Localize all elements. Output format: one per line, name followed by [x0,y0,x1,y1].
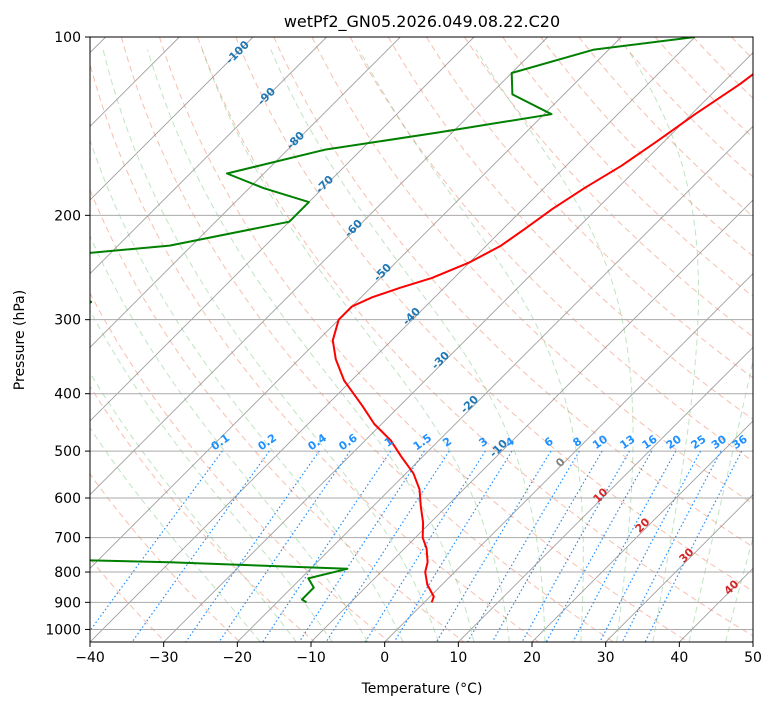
dry-adiabat-line [425,37,753,379]
isotherm-line [90,37,622,569]
x-tick-label: 10 [449,650,467,666]
series-line-1 [331,72,753,603]
moist-adiabat-line [90,427,261,642]
isotherm-line [90,37,696,642]
moist-adiabat-line [270,49,546,642]
isotherm-line [310,199,753,642]
mixing-ratio-line [644,450,743,642]
dry-adiabat-line [159,37,689,642]
mixing-ratio-line [491,450,603,642]
moist-adiabat-line [688,358,753,642]
isotherm-line [458,346,753,642]
mixing-ratio-line [521,450,631,642]
y-tick-label: 1000 [45,622,81,638]
y-tick-label: 900 [54,595,81,611]
dry-adiabat-line [197,37,753,637]
y-tick-label: 100 [54,30,81,46]
moist-adiabat-line [102,49,439,642]
chart-title: wetPf2_GN05.2026.049.08.22.C20 [284,12,560,32]
series-line-3 [90,559,349,604]
mixing-ratio-line [131,450,270,642]
x-tick-label: −10 [296,650,326,666]
isotherm-line [531,420,753,642]
mixing-ratio-line [185,450,320,642]
mixing-ratio-line [218,450,351,642]
dry-adiabat-line [90,292,390,642]
mixing-ratio-line [90,450,223,632]
mixing-ratio-line [262,450,392,642]
isotherm-line [90,37,254,201]
x-tick-label: 40 [670,650,688,666]
x-tick-label: −20 [223,650,253,666]
mixing-ratio-line [393,450,513,642]
mixing-ratio-line [599,450,702,642]
x-tick-label: −40 [75,650,105,666]
y-tick-label: 600 [54,491,81,507]
x-tick-label: 20 [523,650,541,666]
mixing-ratio-line [621,450,722,642]
y-tick-label: 300 [54,313,81,329]
moist-adiabat-line [90,138,404,642]
y-tick-label: 200 [54,208,81,224]
x-tick-label: 30 [597,650,615,666]
y-tick-label: 500 [54,444,81,460]
x-tick-label: 0 [380,650,389,666]
moist-adiabat-line [201,49,510,642]
x-tick-label: 50 [744,650,762,666]
dry-adiabat-line [311,37,753,505]
dry-adiabat-line [349,37,753,462]
moist-adiabat-line [90,309,333,642]
isotherm-line [90,37,548,496]
moist-adiabat-line [147,49,475,642]
x-tick-label: −30 [149,650,179,666]
isotherm-line [237,125,753,642]
dry-adiabat-line [235,37,753,592]
isotherm-line [163,52,753,642]
moist-adiabat-line [725,536,753,642]
moist-adiabat-line [627,49,699,642]
isotherm-line [90,37,327,275]
dry-adiabat-line [273,37,753,548]
mixing-ratio-line [572,450,677,642]
mixing-ratio-line [545,450,653,642]
mixing-ratio-line [298,450,425,642]
y-tick-label: 700 [54,531,81,547]
dry-adiabat-line [387,37,753,420]
isotherm-line [90,37,401,348]
isotherm-line [384,273,753,642]
x-axis-title: Temperature (°C) [361,681,483,697]
plot-frame [89,36,754,643]
dry-adiabat-line [90,62,540,642]
y-tick-label: 400 [54,387,81,403]
dry-adiabat-line [540,37,753,257]
isotherm-line [90,37,475,422]
moist-adiabat-line [358,49,584,642]
moist-adiabat-line [90,235,369,642]
isotherm-line [605,494,753,642]
y-axis-title: Pressure (hPa) [12,290,28,390]
y-tick-label: 800 [54,565,81,581]
series-line-2 [90,37,696,304]
dry-adiabat-line [120,37,614,642]
